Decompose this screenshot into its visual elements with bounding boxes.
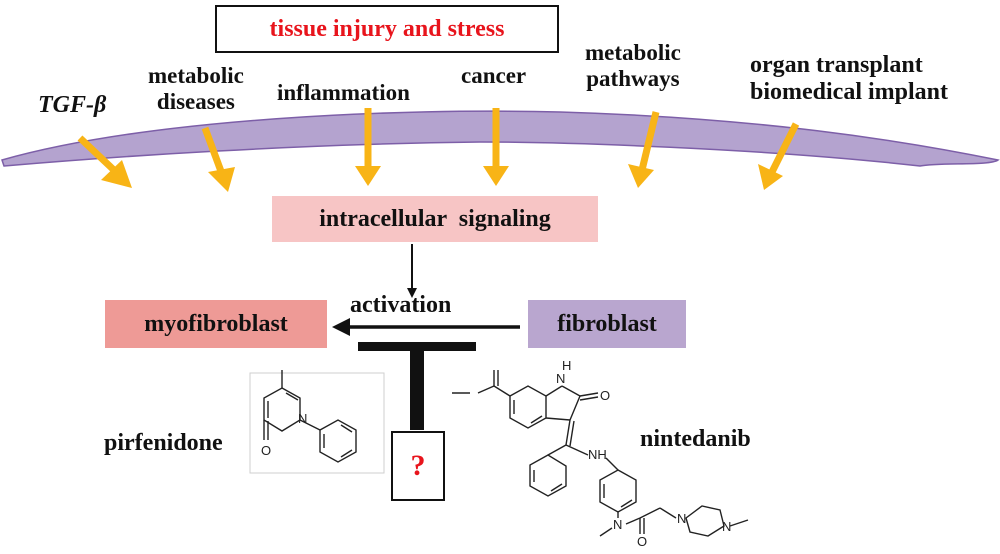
- arrow-metabolic-pathways: [628, 111, 660, 188]
- nintedanib-atom-nh-n: N: [556, 371, 565, 386]
- intracellular-signaling-label: intracellular signaling: [319, 205, 551, 232]
- metabolic-pathways-line1: metabolic: [585, 40, 681, 65]
- arrow-transplant: [758, 122, 800, 190]
- nintedanib-atom-n-pip2: N: [722, 519, 731, 534]
- nintedanib-atom-nh-h: H: [562, 358, 571, 373]
- myofibroblast-box: myofibroblast: [105, 300, 327, 348]
- inhibition-bar: [358, 342, 476, 351]
- cancer-label: cancer: [461, 63, 527, 88]
- arrow-cancer: [483, 108, 509, 186]
- inhibition-stem: [410, 350, 424, 430]
- myofibroblast-label: myofibroblast: [144, 310, 288, 337]
- pirfenidone-label: pirfenidone: [104, 430, 223, 456]
- transplant-label: organ transplant biomedical implant: [750, 52, 948, 106]
- arrow-inflammation: [355, 108, 381, 186]
- nintedanib-atom-nh: NH: [588, 447, 607, 462]
- unknown-inhibitor-box: ?: [391, 431, 445, 501]
- nintedanib-atom-o-amide: O: [637, 534, 647, 549]
- stimulus-arrows: [77, 108, 800, 192]
- unknown-inhibitor-mark: ?: [410, 449, 426, 482]
- nintedanib-atom-o-lactam: O: [600, 388, 610, 403]
- metabolic-diseases-label: metabolic diseases: [148, 63, 244, 115]
- activation-label: activation: [350, 292, 452, 318]
- pirfenidone-structure: [249, 370, 385, 474]
- tissue-injury-title: tissue injury and stress: [269, 15, 505, 42]
- transplant-line1: organ transplant: [750, 52, 923, 78]
- pirfenidone-atom-n: N: [298, 411, 307, 426]
- metabolic-diseases-line2: diseases: [156, 88, 235, 114]
- arrow-metabolic-diseases: [201, 126, 235, 192]
- metabolic-pathways-label: metabolic pathways: [585, 40, 681, 92]
- nintedanib-atom-n-pip1: N: [677, 511, 686, 526]
- transplant-line2: biomedical implant: [750, 78, 949, 105]
- pirfenidone-atom-o: O: [261, 443, 271, 458]
- nintedanib-label: nintedanib: [640, 426, 751, 452]
- tgf-beta-label: TGF-β: [38, 92, 107, 118]
- metabolic-pathways-line2: pathways: [586, 65, 680, 91]
- activation-arrowhead: [332, 318, 350, 336]
- metabolic-diseases-line1: metabolic: [148, 63, 244, 88]
- inflammation-label: inflammation: [277, 80, 410, 105]
- tissue-injury-title-box: tissue injury and stress: [215, 5, 559, 53]
- intracellular-signaling-box: intracellular signaling: [272, 196, 598, 242]
- nintedanib-structure: [452, 370, 749, 537]
- fibroblast-label: fibroblast: [557, 310, 657, 337]
- cell-membrane: [1, 110, 1000, 167]
- fibroblast-box: fibroblast: [528, 300, 686, 348]
- nintedanib-atom-n-amide: N: [613, 517, 622, 532]
- arrow-tgf-beta: [77, 135, 132, 188]
